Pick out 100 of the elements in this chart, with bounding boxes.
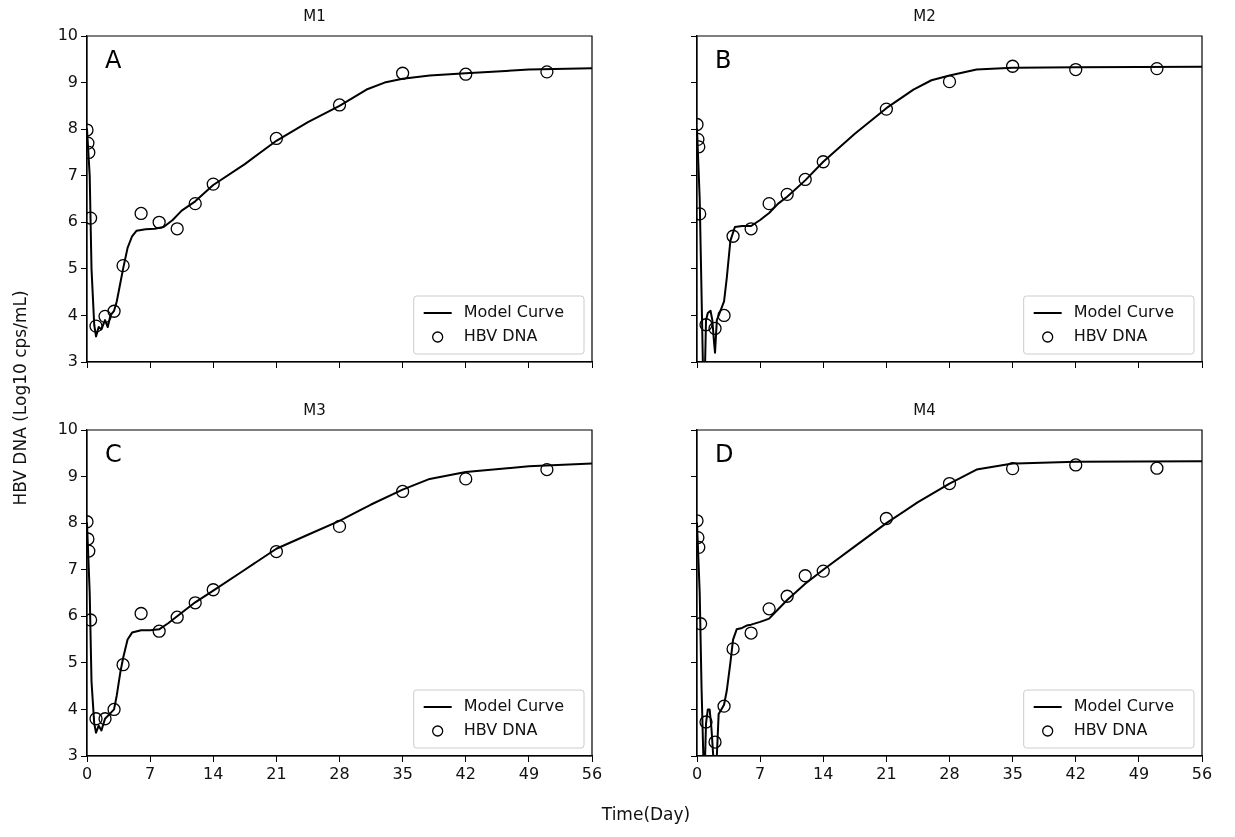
point [762,197,776,211]
point [780,589,794,603]
point [134,606,148,621]
point [188,197,202,211]
point [708,321,722,336]
y-tick-label: 3 [67,745,78,765]
legend-label: HBV DNA [463,720,538,740]
y-tick-label: 9 [67,465,78,485]
point [816,564,830,578]
chart-title: M2 [913,6,936,25]
point [89,319,103,333]
annotation: B [715,46,732,75]
point [762,602,776,616]
y-tick-label: 10 [57,25,78,45]
point [942,74,957,89]
point [206,177,220,191]
y-tick-label: 8 [67,512,78,532]
x-tick-label: 14 [813,763,834,783]
y-tick-label: 6 [67,211,78,231]
x-axis-title: Time(Day) [601,804,691,824]
point [188,596,202,610]
y-tick-label: 5 [67,258,78,278]
x-tick-label: 0 [691,763,703,783]
x-tick-label: 56 [581,763,603,783]
y-tick-label: 5 [67,652,78,672]
y-tick-label: 3 [67,351,78,371]
annotation: D [715,440,734,469]
point [1069,62,1083,77]
x-tick-label: 7 [755,763,766,783]
point [726,642,740,656]
point [780,187,794,201]
point [879,102,894,116]
point [98,309,112,324]
point [152,215,166,229]
point [726,229,740,243]
point [395,484,410,499]
chart-title: M4 [913,400,936,419]
chart-title: M1 [303,6,326,25]
x-tick-label: 49 [518,763,540,783]
y-tick-label: 6 [67,605,78,625]
legend-label: Model Curve [463,696,564,716]
y-tick-label: 4 [67,304,78,324]
point [116,658,130,672]
x-tick-label: 21 [266,763,287,783]
point [269,131,284,146]
x-tick-label: 42 [455,763,476,783]
point [717,699,731,713]
x-tick-label: 28 [939,763,960,783]
point [89,712,103,726]
point [1150,61,1164,76]
point [942,476,957,491]
point [170,610,184,624]
annotation: A [105,46,122,75]
point [269,544,284,559]
point [1150,461,1164,475]
x-tick-label: 14 [203,763,224,783]
point [107,304,121,318]
point [1005,462,1020,476]
y-axis-title: HBV DNA (Log10 cps/mL) [10,290,30,506]
point [708,735,722,749]
point [459,472,473,486]
point [798,172,812,187]
point [540,65,554,79]
point [540,462,554,477]
x-tick-label: 7 [145,763,156,783]
x-tick-label: 35 [1002,763,1023,783]
point [798,569,812,583]
point [98,712,112,726]
point [1069,458,1083,472]
point [744,222,758,236]
x-tick-label: 49 [1128,763,1150,783]
point [152,624,166,638]
x-tick-label: 28 [329,763,350,783]
y-tick-label: 7 [67,558,78,578]
point [879,511,894,526]
point [332,98,347,112]
legend-label: HBV DNA [1073,326,1148,346]
x-tick-label: 0 [81,763,93,783]
point [116,258,130,273]
legend-label: HBV DNA [1073,720,1148,740]
point [395,66,410,80]
y-tick-label: 8 [67,118,78,138]
point [332,519,347,534]
point [459,67,473,81]
y-tick-label: 10 [57,419,78,439]
legend-label: Model Curve [463,302,564,322]
point [717,308,731,323]
point [1005,59,1020,73]
point [134,206,148,221]
point [699,318,713,332]
point [170,222,184,236]
point [699,715,713,729]
legend-label: Model Curve [1073,302,1174,322]
legend-label: HBV DNA [463,326,538,346]
point [107,702,121,717]
y-tick-label: 9 [67,71,78,91]
annotation: C [105,440,122,469]
x-tick-label: 56 [1191,763,1213,783]
x-tick-label: 21 [876,763,897,783]
point [744,626,758,640]
